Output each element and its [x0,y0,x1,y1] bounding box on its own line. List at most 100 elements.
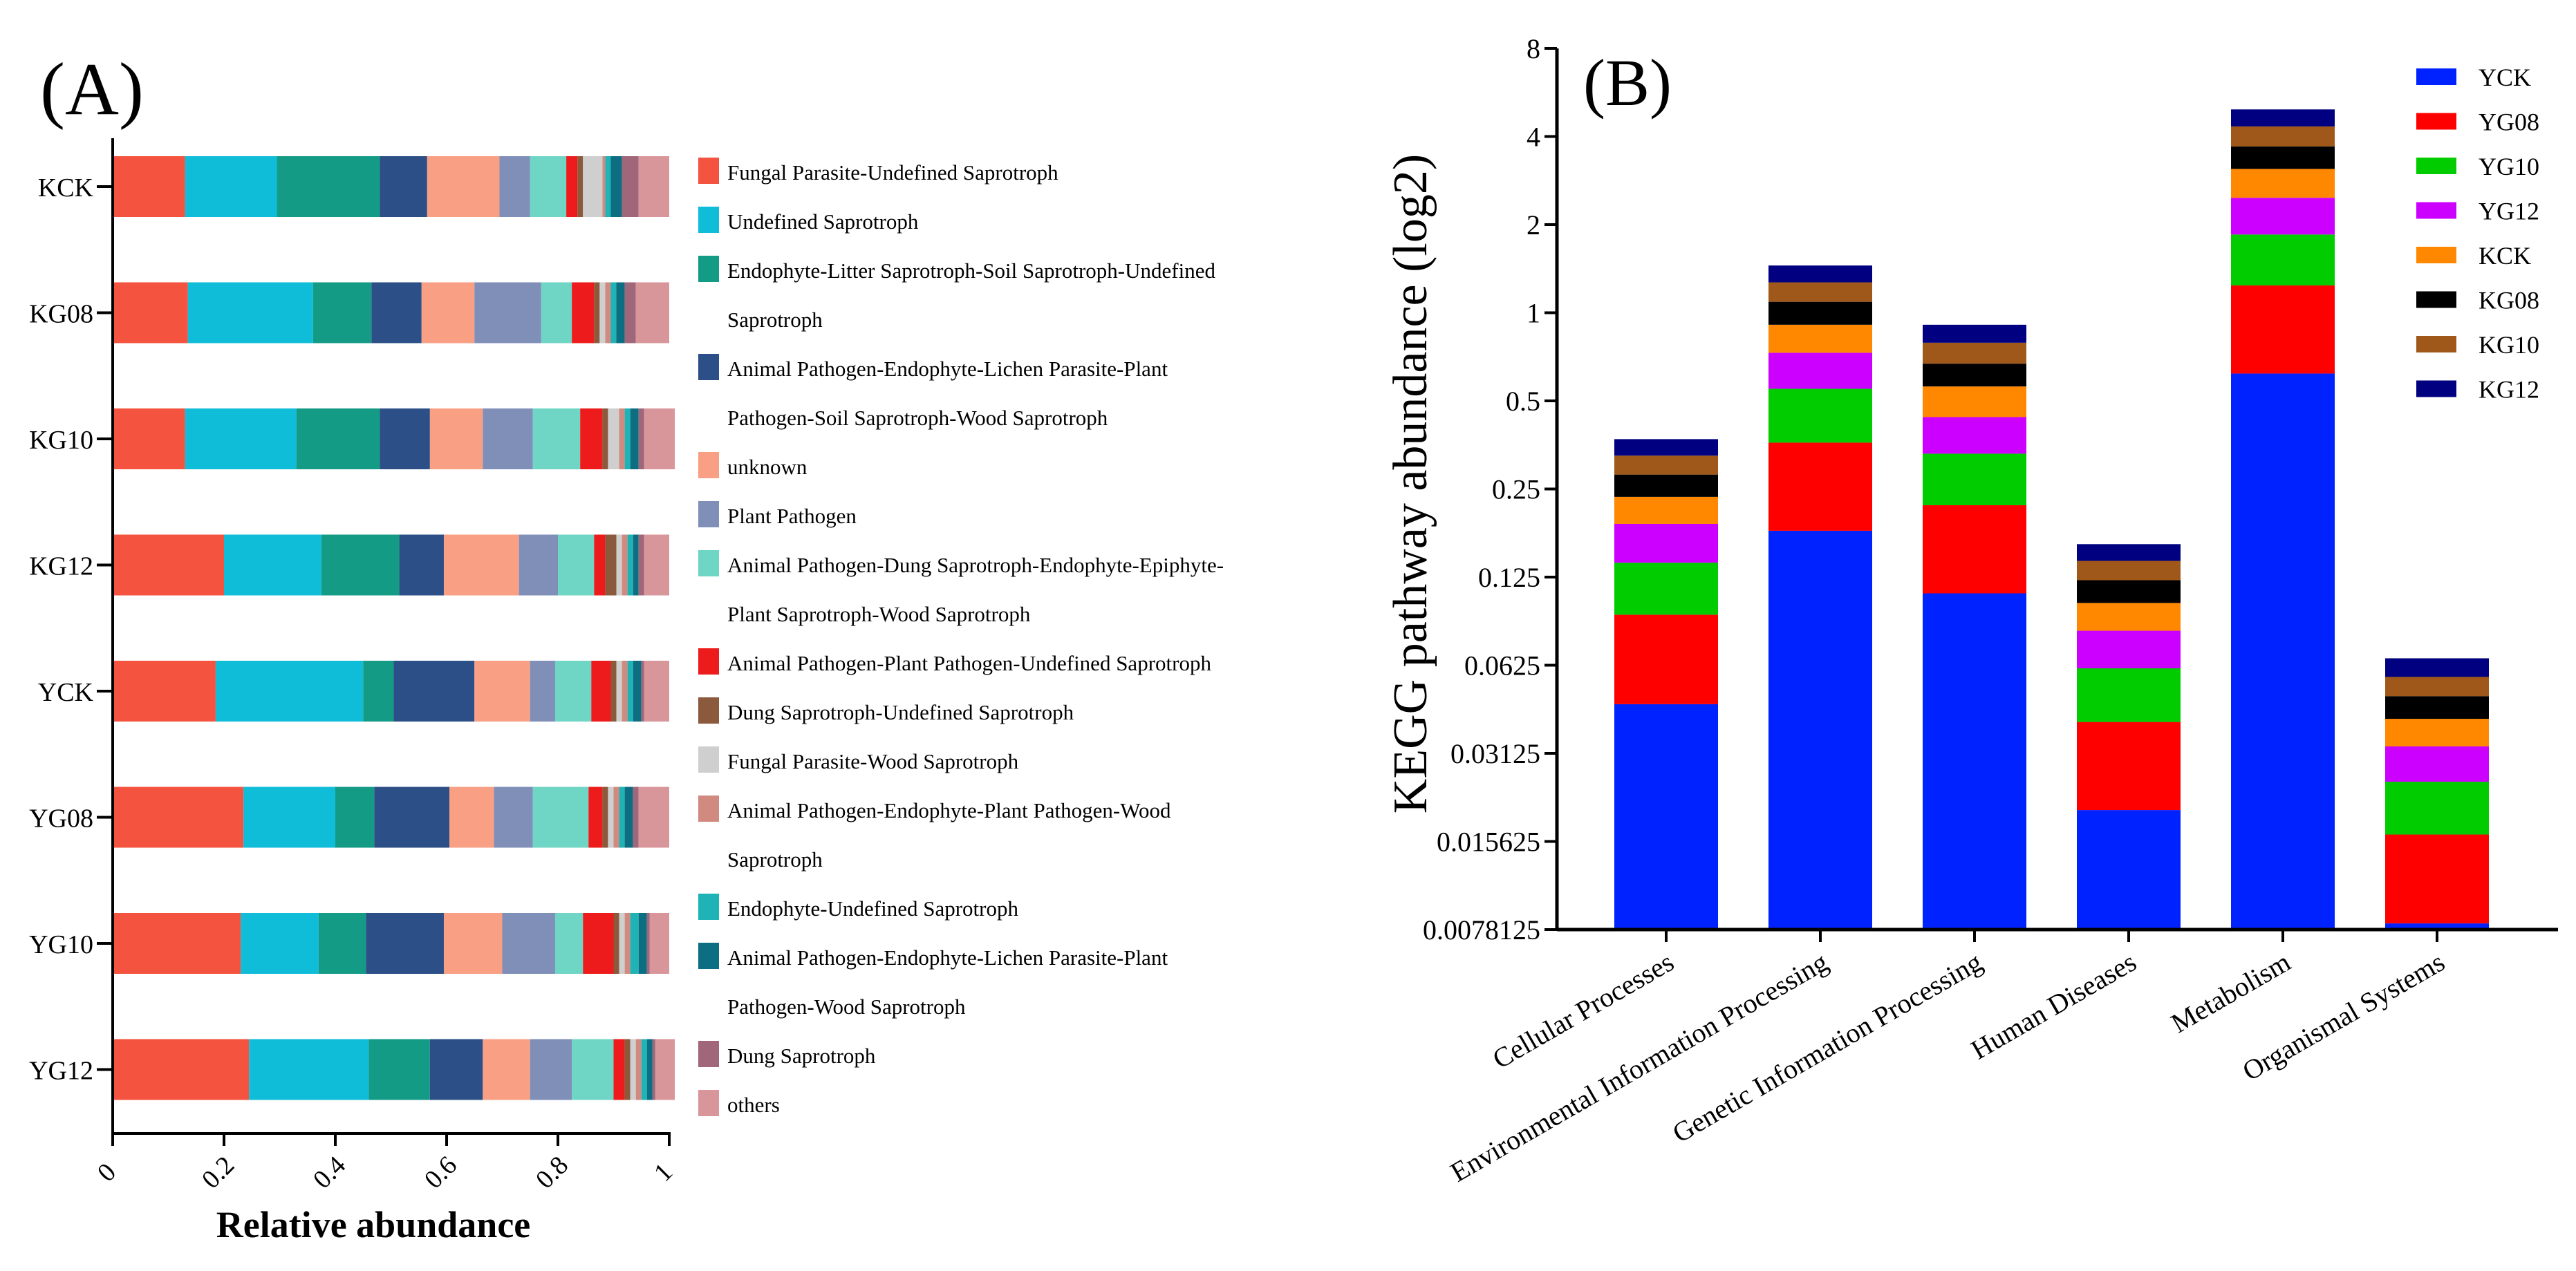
panel-a-legend-label: Animal Pathogen-Endophyte-Lichen Parasit… [727,357,1168,381]
panel-a-bar-segment [335,787,375,848]
panel-a-bar-segment [321,534,400,596]
panel-a-x-tick-label: 0.2 [196,1151,240,1194]
panel-a-bar-segment [368,1039,430,1100]
panel-a-bar-segment [185,156,277,217]
panel-a-legend-label: Pathogen-Wood Saprotroph [727,995,966,1019]
panel-b-legend-swatch [2416,113,2456,130]
panel-a-bar-segment [530,1039,572,1100]
panel-b-bar-segment [1614,523,1718,563]
panel-b-bar-segment [1614,496,1718,524]
panel-a-bar-segment [532,408,581,469]
panel-a-bar-segment [619,787,625,848]
panel-a-bar-segment [622,156,639,217]
panel-a-bar-segment [185,408,297,469]
panel-b-legend-swatch [2416,380,2456,397]
panel-b-bar-segment [1768,301,1872,325]
panel-a-legend-label: Saprotroph [727,847,823,872]
panel-a-bar-segment [113,156,185,217]
panel-b-y-tick-label: 1 [1527,298,1540,329]
panel-a-bar-segment [113,661,216,722]
panel-a-bar-segment [635,282,669,343]
panel-b-bar-segment [2385,658,2489,677]
panel-a-bar-segment [554,661,592,722]
panel-a-bar-segment [277,156,380,217]
panel-a-category-label: YG08 [29,804,93,834]
panel-a-bar-segment [399,534,444,596]
panel-a-bar-segment [187,282,313,343]
panel-b-bar-segment [2077,580,2181,603]
panel-a-bar-segment [588,787,603,848]
panel-a-bar-segment [638,534,644,596]
panel-a-relative-abundance-chart: (A) Relative abundance KCK KG08 KG10 KG12 YC… [29,48,1224,1245]
panel-b-bar-segment [1614,474,1718,497]
panel-a-bar-segment [602,156,606,217]
panel-a-bar-segment [474,282,541,343]
panel-a-bar-segment [591,661,611,722]
panel-b-bar-segment [2385,677,2489,697]
panel-b-y-tick-label: 4 [1527,122,1540,153]
panel-a-bar-segment [577,156,584,217]
panel-b-label: (B) [1583,46,1672,120]
panel-a-bar-segment [113,282,188,343]
panel-a-bar-segment [608,787,614,848]
panel-a-legend-label: Endophyte-Undefined Saprotroph [727,896,1018,921]
panel-a-bar-segment [583,913,614,974]
panel-a-bar-segment [644,534,669,596]
panel-a-bar-segment [519,534,558,596]
panel-a-bar-segment [249,1039,369,1100]
panel-a-bar-segment [602,408,608,469]
panel-a-bar-segment [605,534,617,596]
panel-a-bar-segment [318,913,366,974]
panel-a-bar-segment [224,534,321,596]
panel-a-bar-segment [429,408,483,469]
panel-a-bar-segment [633,787,639,848]
panel-a-bar-segment [371,282,422,343]
panel-b-bar-segment [1768,530,1872,930]
panel-a-legend-label: Dung Saprotroph [727,1044,876,1068]
panel-a-bar-segment [635,1039,642,1100]
panel-a-bar-segment [641,661,644,722]
panel-a-legend-swatch [698,207,719,233]
panel-a-bar-segment [646,1039,653,1100]
panel-b-bar-segment [2077,544,2181,561]
panel-a-bar-segment [541,282,572,343]
panel-a-legend-swatch [698,1041,719,1067]
panel-a-bar-segment [622,534,628,596]
panel-b-y-tick-label: 8 [1527,33,1540,64]
panel-b-legend-swatch [2416,336,2456,352]
panel-b-bar-segment [2077,810,2181,930]
panel-a-bar-segment [594,534,606,596]
panel-a-legend-swatch [698,795,719,822]
panel-b-legend-label: KCK [2479,242,2531,270]
panel-b-legend-label: YCK [2479,64,2531,91]
panel-b-bar-segment [1923,364,2026,387]
panel-a-bar-segment [624,787,633,848]
panel-a-bar-segment [616,534,622,596]
panel-b-bar-segment [2231,373,2335,930]
panel-a-label: (A) [40,48,144,131]
panel-b-bar-segment [1923,593,2026,930]
panel-a-bar-segment [483,408,533,469]
panel-a-bar-segment [624,282,636,343]
panel-a-bar-segment [627,534,633,596]
panel-a-bar-segment [630,408,639,469]
panel-b-bar-segment [2385,719,2489,746]
panel-b-bar-segment [1923,386,2026,417]
panel-b-y-tick-label: 0.25 [1492,474,1540,505]
panel-a-bar-segment [380,408,430,469]
panel-b-legend-swatch [2416,202,2456,219]
panel-a-bar-segment [499,156,530,217]
panel-a-bar-segment [624,913,631,974]
panel-a-bar-segment [393,661,475,722]
panel-b-bar-segment [1768,352,1872,389]
panel-a-bar-segment [638,913,647,974]
panel-a-bar-segment [443,913,503,974]
panel-a-legend-label: Plant Pathogen [727,504,857,528]
panel-b-bar-segment [2231,146,2335,169]
panel-a-bar-segment [613,787,619,848]
panel-a-bar-segment [638,408,644,469]
panel-a-bar-segment [494,787,533,848]
panel-a-bar-segment [558,534,595,596]
panel-a-category-label: KG12 [29,552,93,581]
panel-b-category-label: Genetic Information Processing [1667,946,1987,1149]
